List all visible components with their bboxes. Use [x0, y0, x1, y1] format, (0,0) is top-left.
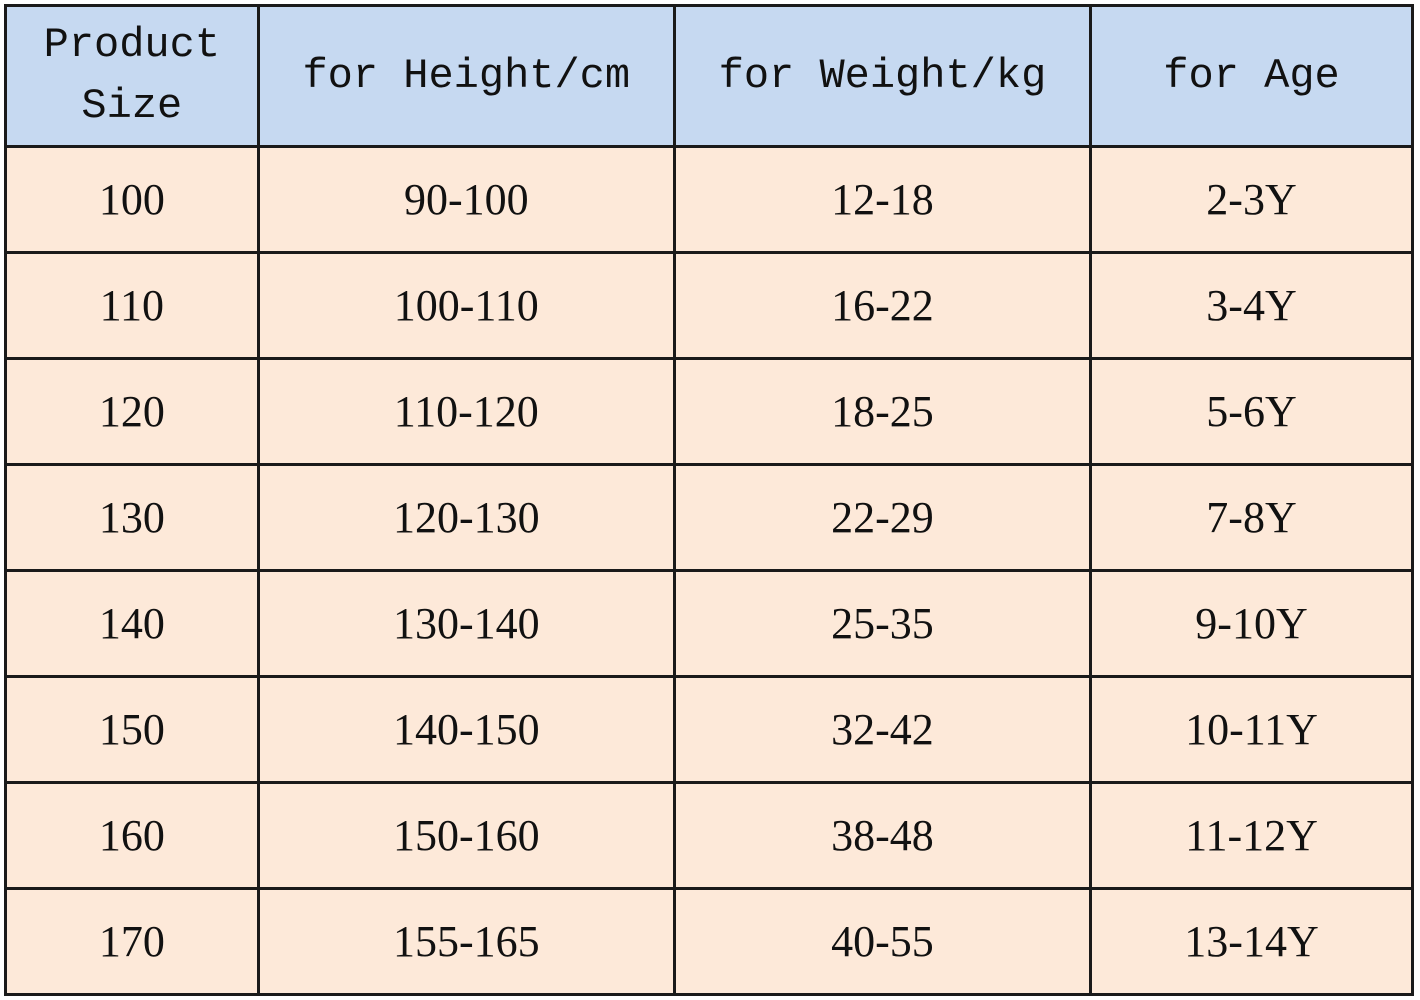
table-cell: 120-130 [256, 463, 676, 572]
table-cell: 22-29 [672, 463, 1093, 572]
table-cell: 7-8Y [1089, 463, 1414, 572]
table-row: 120 110-120 18-25 5-6Y [4, 357, 1414, 466]
table-cell: 12-18 [672, 145, 1093, 254]
table-row: 100 90-100 12-18 2-3Y [4, 145, 1414, 254]
table-row: 140 130-140 25-35 9-10Y [4, 569, 1414, 678]
header-row: Product Size for Height/cm for Weight/kg fo… [4, 4, 1414, 148]
table-cell: 10-11Y [1089, 675, 1414, 784]
size-table: Product Size for Height/cm for Weight/kg fo… [4, 4, 1414, 996]
table-cell: 170 [4, 887, 260, 996]
table-cell: 40-55 [672, 887, 1093, 996]
table-cell: 150 [4, 675, 260, 784]
header-cell: for Age [1089, 4, 1414, 148]
table-cell: 9-10Y [1089, 569, 1414, 678]
table-cell: 11-12Y [1089, 781, 1414, 890]
table-row: 170 155-165 40-55 13-14Y [4, 887, 1414, 996]
table-cell: 130-140 [256, 569, 676, 678]
table-cell: 25-35 [672, 569, 1093, 678]
table-cell: 155-165 [256, 887, 676, 996]
table-cell: 110 [4, 251, 260, 360]
table-cell: 90-100 [256, 145, 676, 254]
header-cell: for Weight/kg [672, 4, 1093, 148]
table-row: 160 150-160 38-48 11-12Y [4, 781, 1414, 890]
table-cell: 18-25 [672, 357, 1093, 466]
table-cell: 16-22 [672, 251, 1093, 360]
table-cell: 120 [4, 357, 260, 466]
table-cell: 38-48 [672, 781, 1093, 890]
table-cell: 5-6Y [1089, 357, 1414, 466]
table-cell: 160 [4, 781, 260, 890]
table-cell: 100 [4, 145, 260, 254]
table-body: 100 90-100 12-18 2-3Y 110 100-110 16-22 3-4Y 120… [4, 145, 1414, 996]
table-cell: 140 [4, 569, 260, 678]
table-cell: 2-3Y [1089, 145, 1414, 254]
table-cell: 150-160 [256, 781, 676, 890]
table-cell: 140-150 [256, 675, 676, 784]
table-cell: 130 [4, 463, 260, 572]
table-cell: 3-4Y [1089, 251, 1414, 360]
table-row: 130 120-130 22-29 7-8Y [4, 463, 1414, 572]
header-cell: for Height/cm [256, 4, 676, 148]
table-row: 150 140-150 32-42 10-11Y [4, 675, 1414, 784]
table-cell: 32-42 [672, 675, 1093, 784]
table-cell: 13-14Y [1089, 887, 1414, 996]
table-row: 110 100-110 16-22 3-4Y [4, 251, 1414, 360]
header-cell: Product Size [4, 4, 260, 148]
table-cell: 100-110 [256, 251, 676, 360]
table-cell: 110-120 [256, 357, 676, 466]
